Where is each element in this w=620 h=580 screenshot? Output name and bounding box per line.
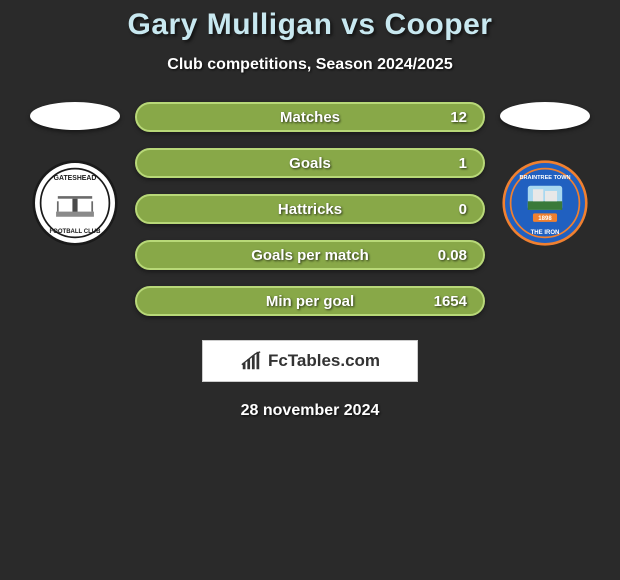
comparison-card: Gary Mulligan vs Cooper Club competition…	[0, 0, 620, 420]
left-player-col: GATESHEAD FOOTBALL CLUB	[25, 102, 125, 246]
stat-label: Hattricks	[278, 201, 342, 218]
svg-text:THE IRON: THE IRON	[531, 230, 560, 236]
stat-value: 12	[450, 109, 467, 126]
stat-bar-min-per-goal: Min per goal 1654	[135, 286, 485, 316]
page-title: Gary Mulligan vs Cooper	[0, 8, 620, 42]
stat-bar-goals-per-match: Goals per match 0.08	[135, 240, 485, 270]
left-club-badge: GATESHEAD FOOTBALL CLUB	[32, 160, 118, 246]
stat-label: Goals	[289, 155, 331, 172]
stat-label: Goals per match	[251, 247, 369, 264]
stat-value: 0.08	[438, 247, 467, 264]
date-line: 28 november 2024	[0, 402, 620, 420]
right-player-oval	[500, 102, 590, 130]
stats-column: Matches 12 Goals 1 Hattricks 0 Goals per…	[135, 102, 485, 316]
main-row: GATESHEAD FOOTBALL CLUB Matches 12 Goals	[0, 102, 620, 316]
stat-value: 0	[459, 201, 467, 218]
stat-bar-hattricks: Hattricks 0	[135, 194, 485, 224]
svg-text:1898: 1898	[538, 216, 552, 222]
stat-value: 1	[459, 155, 467, 172]
gateshead-badge-icon: GATESHEAD FOOTBALL CLUB	[32, 160, 118, 246]
right-player-col: BRAINTREE TOWN THE IRON 1898	[495, 102, 595, 246]
right-club-badge: BRAINTREE TOWN THE IRON 1898	[502, 160, 588, 246]
stat-label: Matches	[280, 109, 340, 126]
stat-label: Min per goal	[266, 293, 354, 310]
stat-value: 1654	[434, 293, 467, 310]
subtitle: Club competitions, Season 2024/2025	[0, 56, 620, 74]
braintree-badge-icon: BRAINTREE TOWN THE IRON 1898	[502, 160, 588, 246]
bar-chart-icon	[240, 350, 262, 372]
svg-text:FOOTBALL CLUB: FOOTBALL CLUB	[49, 229, 101, 235]
stat-bar-goals: Goals 1	[135, 148, 485, 178]
fctables-label: FcTables.com	[268, 351, 380, 371]
svg-text:GATESHEAD: GATESHEAD	[54, 175, 97, 182]
svg-text:BRAINTREE TOWN: BRAINTREE TOWN	[519, 175, 570, 181]
fctables-logo[interactable]: FcTables.com	[202, 340, 418, 382]
left-player-oval	[30, 102, 120, 130]
stat-bar-matches: Matches 12	[135, 102, 485, 132]
